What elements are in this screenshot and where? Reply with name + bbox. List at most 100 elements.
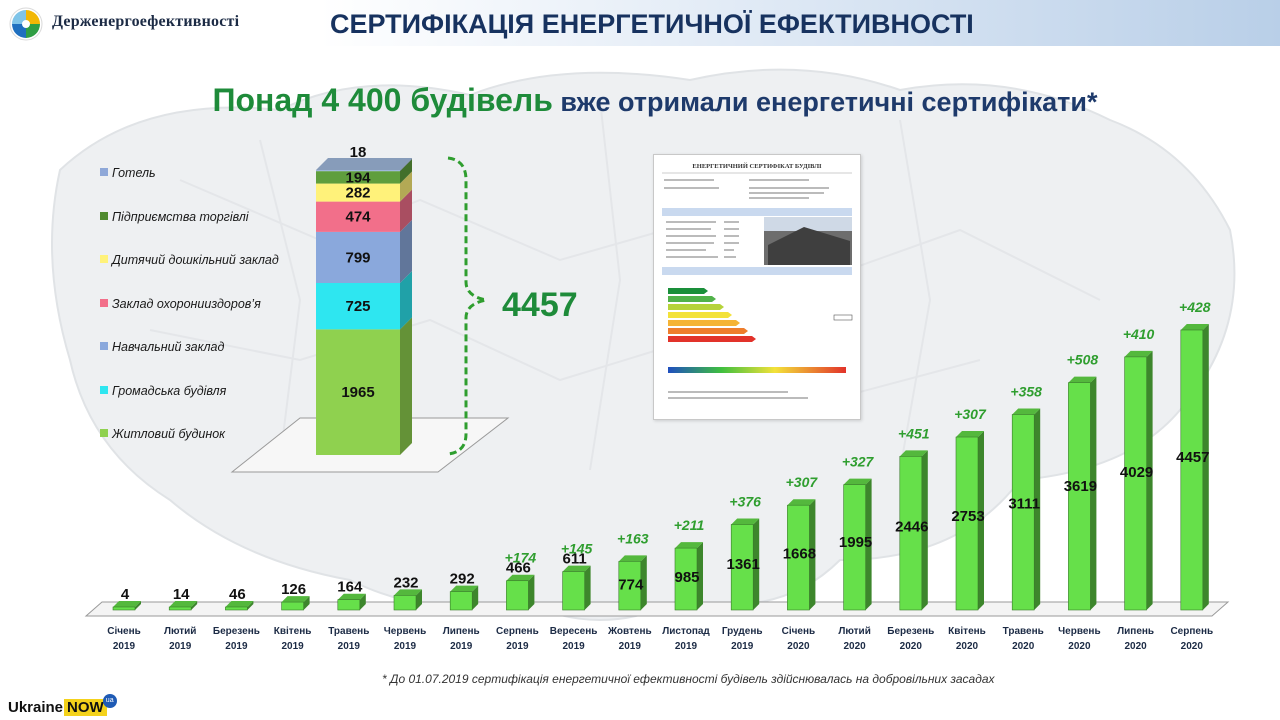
headline: Понад 4 400 будівель вже отримали енерге… [0, 82, 1280, 119]
x-tick-label-year: 2020 [1181, 641, 1204, 652]
bar-increment-label: +307 [954, 406, 987, 422]
ukraine-now-text: Ukraine [8, 699, 64, 716]
bar [562, 565, 591, 611]
x-tick-label-year: 2019 [506, 641, 529, 652]
x-tick-label: Травень [328, 626, 369, 637]
legend-label: Житловий будинок [112, 427, 226, 441]
bar-side [1146, 350, 1153, 610]
bar-value-label: 1995 [839, 534, 872, 551]
bar-front [225, 606, 248, 611]
bar [955, 431, 984, 611]
legend-item: Житловий будинок [100, 427, 225, 441]
stacked-segment-side [400, 159, 412, 184]
bar [1011, 408, 1041, 611]
stacked-segment-label: 1965 [341, 384, 374, 401]
stacked-segment [316, 189, 412, 232]
bar [1180, 324, 1209, 611]
x-tick-label-year: 2019 [225, 641, 248, 652]
bar-side [135, 601, 141, 610]
bar-side [697, 542, 703, 610]
bar-side [921, 450, 928, 610]
legend-item: Заклад охоронииздоров’я [100, 297, 261, 311]
bar-value-label: 4 [121, 586, 130, 603]
bar-side [978, 431, 984, 610]
x-tick-label-year: 2019 [113, 641, 136, 652]
bar-top [506, 574, 535, 581]
stacked-segment-label: 282 [345, 185, 370, 202]
bar-value-label: 2753 [951, 508, 984, 525]
bar-value-label: 4457 [1176, 449, 1209, 466]
bar-value-label: 126 [281, 581, 306, 598]
certificate-illustration: ЕНЕРГЕТИЧНИЙ СЕРТИФІКАТ БУДІВЛІ [662, 162, 853, 399]
bar-increment-label: +428 [1179, 299, 1211, 315]
bar-side [809, 499, 816, 610]
bar-front [506, 580, 529, 611]
bar-top [787, 499, 816, 506]
bar-top [843, 478, 872, 485]
x-tick-label: Травень [1003, 626, 1044, 637]
bar-side [528, 574, 535, 610]
bar-top [1068, 376, 1097, 383]
bar-top [956, 431, 984, 438]
x-tick-label: Грудень [722, 626, 763, 637]
bar-chart-floor [84, 601, 1230, 617]
legend-swatch [100, 429, 108, 437]
bar-front [112, 606, 136, 611]
bar-front [730, 524, 754, 611]
legend-swatch [100, 342, 108, 350]
bar-increment-label: +376 [729, 493, 761, 509]
footnote: * До 01.07.2019 сертифікація енергетично… [382, 672, 995, 686]
curly-brace [447, 156, 487, 456]
bar-increment-label: +410 [1123, 326, 1155, 342]
bar-front [393, 595, 417, 611]
x-tick-label-year: 2020 [1012, 641, 1035, 652]
legend-item: Підприємства торгівлі [100, 210, 249, 224]
x-tick-label-year: 2019 [675, 641, 698, 652]
x-tick-label-year: 2019 [731, 641, 754, 652]
bar-side [865, 478, 872, 610]
stacked-segment-label: 799 [345, 249, 370, 266]
x-tick-label: Серпень [1170, 626, 1213, 637]
bar-front [168, 606, 192, 611]
stacked-segment-label: 194 [345, 169, 371, 186]
bar [337, 593, 366, 611]
legend-swatch [100, 168, 108, 176]
bar-value-label: 4029 [1120, 464, 1153, 481]
bar-increment-label: +358 [1010, 384, 1042, 400]
stacked-segment-front [316, 170, 400, 172]
bar-front [1124, 356, 1147, 611]
bar-side [640, 555, 647, 610]
stacked-segment-front [316, 329, 400, 455]
bar [393, 589, 422, 611]
stacked-segment-side [400, 219, 412, 283]
bar-front [449, 591, 473, 611]
bar-increment-label: +163 [617, 530, 649, 546]
stacked-segment [316, 159, 412, 184]
stacked-segment [316, 317, 412, 455]
stacked-segment-front [316, 282, 400, 330]
bar-top [394, 589, 422, 596]
bar-value-label: 611 [562, 551, 586, 568]
bar [618, 555, 647, 611]
x-tick-label-year: 2019 [169, 641, 192, 652]
bar-value-label: 164 [337, 579, 363, 596]
x-tick-label-year: 2020 [956, 641, 979, 652]
bar [674, 542, 703, 611]
headline-strong: Понад 4 400 будівель [212, 82, 553, 118]
x-tick-label-year: 2020 [1068, 641, 1091, 652]
bar [730, 518, 760, 611]
bar-top [169, 601, 198, 607]
stacked-segment-side [400, 158, 412, 172]
stacked-segment [316, 219, 412, 283]
bar-side [416, 589, 422, 610]
bar-front [955, 436, 979, 611]
stacked-segment-front [316, 171, 400, 184]
legend-label: Готель [112, 166, 156, 180]
x-tick-label: Лютий [164, 626, 197, 637]
bar-value-label: 985 [674, 569, 699, 586]
bar-value-label: 3111 [1008, 496, 1040, 513]
stacked-segment-label: 725 [345, 298, 370, 315]
bar-side [303, 596, 310, 610]
bar-value-label: 466 [506, 560, 531, 577]
